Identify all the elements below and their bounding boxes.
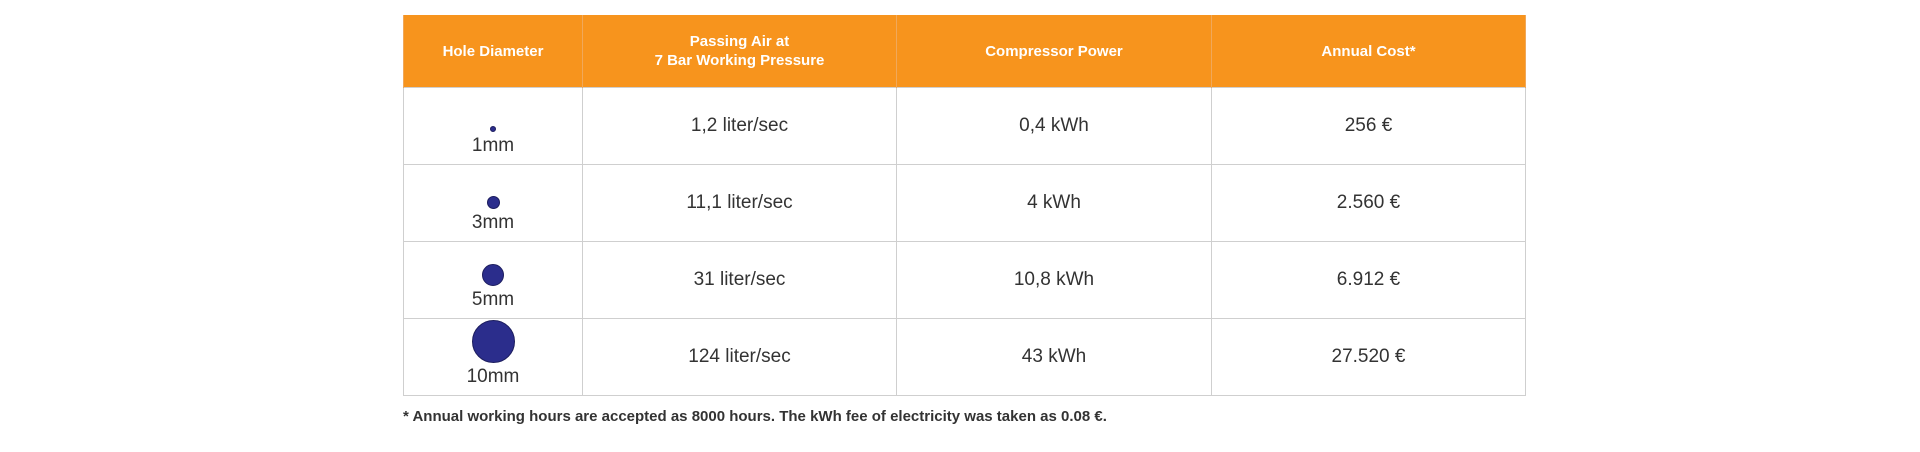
passing-air-cell: 11,1 liter/sec xyxy=(582,164,897,242)
hole-diameter-cell: 5mm xyxy=(403,241,583,319)
hole-diameter-label: 10mm xyxy=(466,366,520,387)
passing-air-cell: 1,2 liter/sec xyxy=(582,87,897,165)
hole-circle-icon xyxy=(482,264,504,286)
header-row: Hole Diameter Passing Air at 7 Bar Worki… xyxy=(403,15,1526,88)
hole-diameter-label: 5mm xyxy=(471,289,515,310)
annual-cost-cell: 27.520 € xyxy=(1211,318,1526,396)
table-row: 1mm 1,2 liter/sec 0,4 kWh 256 € xyxy=(403,87,1526,165)
header-compressor-power-text: Compressor Power xyxy=(985,42,1123,60)
hole-diameter-cell: 3mm xyxy=(403,164,583,242)
header-hole-diameter: Hole Diameter xyxy=(403,15,583,88)
hole-diameter-cell: 1mm xyxy=(403,87,583,165)
annual-cost-cell: 256 € xyxy=(1211,87,1526,165)
header-passing-air-line-2: 7 Bar Working Pressure xyxy=(654,52,825,69)
hole-diameter-label: 1mm xyxy=(471,135,515,156)
table-row: 10mm 124 liter/sec 43 kWh 27.520 € xyxy=(403,318,1526,396)
table-row: 3mm 11,1 liter/sec 4 kWh 2.560 € xyxy=(403,164,1526,242)
compressor-power-cell: 43 kWh xyxy=(896,318,1212,396)
table-row: 5mm 31 liter/sec 10,8 kWh 6.912 € xyxy=(403,241,1526,319)
air-leak-cost-table: Hole Diameter Passing Air at 7 Bar Worki… xyxy=(403,15,1526,396)
header-hole-diameter-text: Hole Diameter xyxy=(442,42,544,60)
compressor-power-cell: 0,4 kWh xyxy=(896,87,1212,165)
hole-diameter-label: 3mm xyxy=(471,212,515,233)
hole-circle-icon xyxy=(486,196,500,209)
header-annual-cost: Annual Cost* xyxy=(1211,15,1526,88)
footnote: * Annual working hours are accepted as 8… xyxy=(403,408,1107,425)
annual-cost-cell: 6.912 € xyxy=(1211,241,1526,319)
table-header: Hole Diameter Passing Air at 7 Bar Worki… xyxy=(403,15,1526,88)
compressor-power-cell: 10,8 kWh xyxy=(896,241,1212,319)
hole-circle-icon xyxy=(490,126,496,132)
hole-diameter-cell: 10mm xyxy=(403,318,583,396)
header-compressor-power: Compressor Power xyxy=(896,15,1212,88)
hole-circle-icon xyxy=(471,320,515,363)
passing-air-cell: 31 liter/sec xyxy=(582,241,897,319)
table-body: 1mm 1,2 liter/sec 0,4 kWh 256 € 3mm 11,1… xyxy=(403,87,1526,396)
passing-air-cell: 124 liter/sec xyxy=(582,318,897,396)
compressor-power-cell: 4 kWh xyxy=(896,164,1212,242)
header-passing-air-line-1: Passing Air at xyxy=(689,33,790,50)
cost-table-container: Hole Diameter Passing Air at 7 Bar Worki… xyxy=(403,15,1526,396)
header-passing-air: Passing Air at 7 Bar Working Pressure xyxy=(582,15,897,88)
header-annual-cost-text: Annual Cost* xyxy=(1321,42,1416,60)
annual-cost-cell: 2.560 € xyxy=(1211,164,1526,242)
